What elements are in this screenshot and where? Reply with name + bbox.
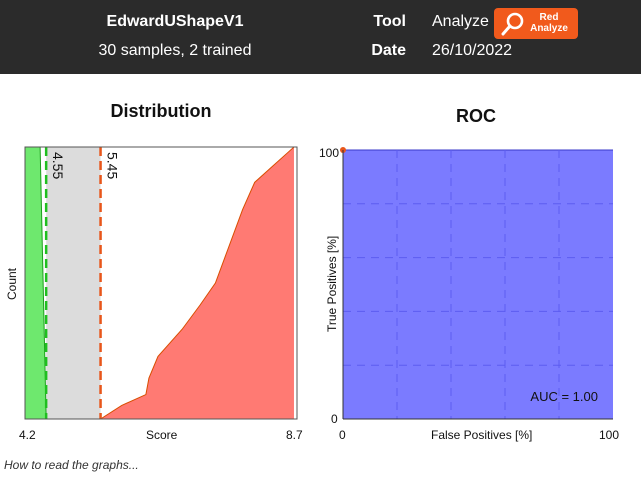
roc-x-min-label: 0 bbox=[339, 428, 346, 442]
tool-label: Tool bbox=[373, 13, 406, 30]
model-summary: 30 samples, 2 trained bbox=[98, 42, 252, 59]
date-label: Date bbox=[371, 42, 406, 59]
threshold-label-0: 4.55 bbox=[50, 152, 66, 179]
roc-y-min-label: 0 bbox=[331, 412, 338, 426]
distribution-area-1 bbox=[100, 147, 294, 419]
threshold-band bbox=[46, 147, 101, 419]
roc-title: ROC bbox=[456, 106, 496, 126]
tool-value: Analyze bbox=[432, 13, 489, 30]
red-analyze-button-label: Red Analyze bbox=[530, 12, 568, 34]
distribution-x-axis-label: Score bbox=[146, 428, 178, 442]
roc-y-axis-label: True Positives [%] bbox=[325, 235, 339, 332]
distribution-area-0 bbox=[25, 147, 47, 419]
how-to-read-graphs-link[interactable]: How to read the graphs... bbox=[4, 458, 139, 472]
magnifier-icon bbox=[501, 12, 524, 36]
distribution-line-1 bbox=[100, 146, 295, 420]
distribution-x-max-label: 8.7 bbox=[286, 428, 303, 442]
roc-area bbox=[343, 150, 613, 419]
roc-x-axis-label: False Positives [%] bbox=[431, 428, 533, 442]
threshold-label-1: 5.45 bbox=[105, 152, 121, 179]
red-analyze-button[interactable]: Red Analyze bbox=[494, 8, 578, 39]
distribution-frame bbox=[24, 146, 298, 420]
header-bar: EdwardUShapeV1 30 samples, 2 trained Too… bbox=[0, 0, 641, 74]
distribution-title: Distribution bbox=[110, 101, 212, 121]
distribution-x-min-label: 4.2 bbox=[19, 428, 36, 442]
roc-auc-label: AUC = 1.00 bbox=[530, 389, 598, 404]
roc-y-max-label: 100 bbox=[319, 146, 340, 160]
model-name: EdwardUShapeV1 bbox=[106, 13, 244, 30]
roc-x-max-label: 100 bbox=[599, 428, 620, 442]
date-value: 26/10/2022 bbox=[432, 42, 513, 59]
